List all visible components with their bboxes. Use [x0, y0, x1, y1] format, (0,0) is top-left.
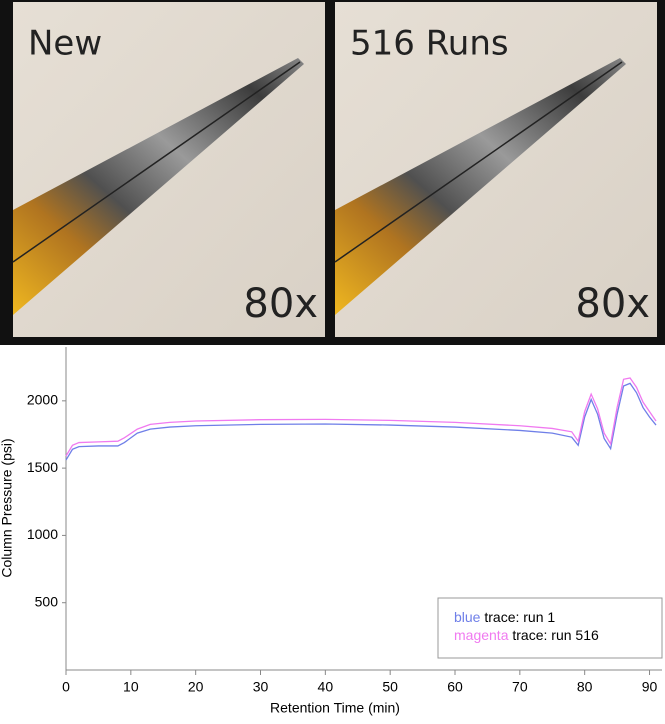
- x-tick-label: 20: [188, 679, 204, 695]
- needle: [335, 58, 626, 315]
- needle-edge: [12, 61, 301, 263]
- x-tick-label: 40: [318, 679, 334, 695]
- x-tick-label: 30: [253, 679, 269, 695]
- photo-label: 516 Runs: [350, 24, 509, 64]
- x-tick-label: 80: [577, 679, 593, 695]
- x-tick-label: 70: [512, 679, 528, 695]
- line-series: [65, 377, 657, 457]
- photo: 516 Runs 80x: [334, 2, 657, 337]
- legend-entry: magenta trace: run 516: [454, 627, 599, 643]
- x-tick-label: 0: [62, 679, 70, 695]
- magnification: 80x: [575, 281, 650, 327]
- x-tick-label: 10: [123, 679, 139, 695]
- needle-edge: [334, 61, 623, 263]
- x-tick-label: 60: [447, 679, 463, 695]
- y-tick-label: 1000: [27, 526, 58, 542]
- y-axis-label: Column Pressure (psi): [0, 438, 15, 577]
- photo: New 80x: [12, 2, 325, 337]
- x-axis-label: Retention Time (min): [270, 700, 400, 716]
- x-tick-label: 90: [642, 679, 658, 695]
- y-tick-label: 500: [35, 593, 59, 609]
- magnification: 80x: [243, 281, 318, 327]
- y-tick-label: 2000: [27, 392, 58, 408]
- legend-entry: blue trace: run 1: [454, 609, 555, 625]
- photo-label: New: [28, 24, 102, 64]
- x-tick-label: 50: [382, 679, 398, 695]
- needle: [13, 58, 304, 315]
- line-series: [65, 382, 657, 461]
- legend-box: [437, 597, 663, 659]
- y-tick-label: 1500: [27, 459, 58, 475]
